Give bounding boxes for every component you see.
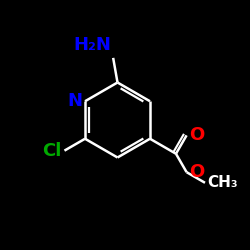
Text: H₂N: H₂N	[73, 36, 111, 54]
Text: N: N	[67, 92, 82, 110]
Text: O: O	[189, 126, 204, 144]
Text: O: O	[189, 163, 204, 181]
Text: CH₃: CH₃	[208, 175, 238, 190]
Text: Cl: Cl	[42, 142, 62, 160]
